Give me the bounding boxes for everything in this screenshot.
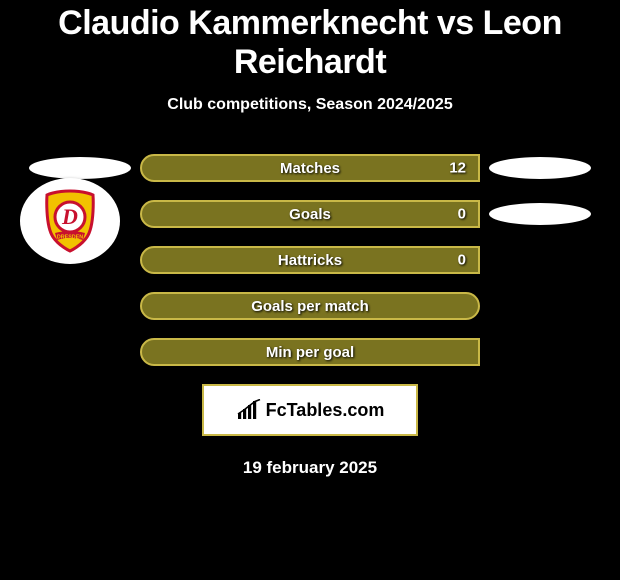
stat-row: Min per goal [0,338,620,366]
right-side [480,157,600,179]
stat-pill: Matches 12 [140,154,480,182]
comparison-card: Claudio Kammerknecht vs Leon Reichardt C… [0,0,620,478]
brand-box[interactable]: FcTables.com [202,384,418,436]
player-oval-left [29,157,131,179]
stat-value: 0 [458,252,466,269]
brand-text: FcTables.com [266,400,385,421]
stat-label: Matches [280,160,340,177]
club-logo-left: D DRESDEN [20,178,120,264]
date-label: 19 february 2025 [0,458,620,478]
player-oval-right [489,157,591,179]
dynamo-dresden-shield-icon: D DRESDEN [41,189,99,253]
bar-chart-icon [236,399,262,421]
club-logo-ellipse: D DRESDEN [20,178,120,264]
club-letter: D [61,204,78,229]
right-side [480,203,600,225]
club-banner: DRESDEN [57,235,83,241]
stat-value: 0 [458,206,466,223]
left-side [20,157,140,179]
stat-label: Goals [289,206,331,223]
stat-value: 12 [449,160,466,177]
stat-pill: Goals per match [140,292,480,320]
stat-row: Goals per match [0,292,620,320]
page-title: Claudio Kammerknecht vs Leon Reichardt [0,4,620,82]
stat-pill: Hattricks 0 [140,246,480,274]
stat-pill: Goals 0 [140,200,480,228]
stat-label: Hattricks [278,252,342,269]
subtitle: Club competitions, Season 2024/2025 [0,96,620,114]
stat-label: Min per goal [266,344,354,361]
stat-label: Goals per match [251,298,369,315]
stat-pill: Min per goal [140,338,480,366]
player-oval-right [489,203,591,225]
